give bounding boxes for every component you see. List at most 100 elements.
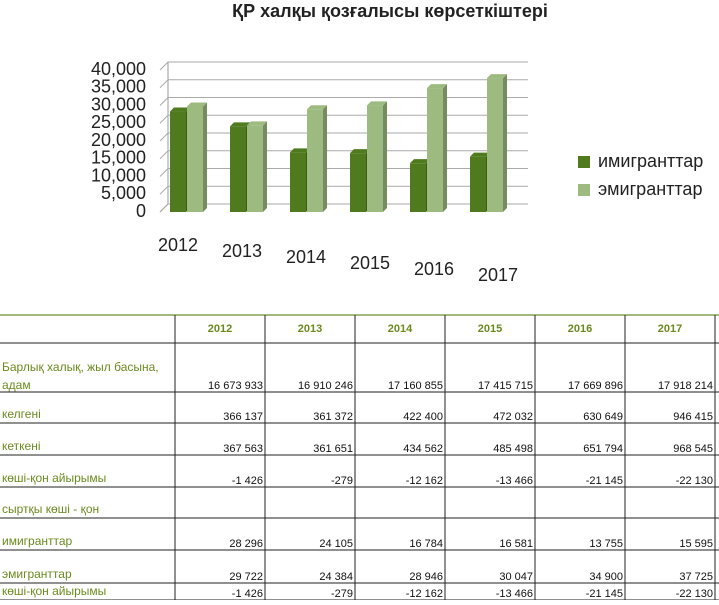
- table-cell: 485 498: [493, 443, 533, 455]
- bar-top: [247, 121, 267, 126]
- table-cell: 630 649: [583, 411, 623, 423]
- table-cell: -1 426: [232, 588, 263, 600]
- table-cell: -13 466: [496, 588, 533, 600]
- bar-top: [290, 148, 310, 153]
- table-cell: -22 130: [676, 588, 713, 600]
- x-tick-label: 2015: [350, 253, 390, 273]
- y-tick-label: 15,000: [91, 148, 146, 168]
- bar-top: [187, 102, 207, 107]
- table-cell: 24 384: [319, 571, 353, 583]
- x-tick-label: 2017: [478, 265, 518, 285]
- table-header: 2014: [388, 323, 413, 335]
- bar-top: [170, 107, 190, 112]
- bar-top: [427, 84, 447, 89]
- table-cell: 16 581: [499, 538, 533, 550]
- table-cell: -279: [331, 588, 353, 600]
- bar-top: [410, 159, 430, 164]
- bar: [307, 109, 323, 212]
- row-label: сыртқы көші - қон: [2, 502, 99, 516]
- table-cell: 24 105: [319, 538, 353, 550]
- x-tick-label: 2016: [414, 259, 454, 279]
- x-tick-label: 2014: [286, 247, 326, 267]
- bar-side: [443, 84, 447, 212]
- table-cell: 472 032: [493, 411, 533, 423]
- chart-title: ҚР халқы қозғалысы көрсеткіштері: [232, 1, 548, 21]
- table-cell: -22 130: [676, 475, 713, 487]
- bar: [470, 156, 486, 212]
- table-cell: -12 162: [406, 588, 443, 600]
- table-cell: 28 946: [409, 571, 443, 583]
- bar-side: [503, 74, 507, 212]
- row-label: эмигранттар: [2, 567, 72, 581]
- bar: [187, 106, 203, 212]
- grid-line: [159, 185, 528, 195]
- grid-line: [159, 132, 528, 142]
- row-label: имигранттар: [2, 534, 73, 548]
- x-tick-label: 2012: [158, 235, 198, 255]
- table-cell: -21 145: [586, 588, 623, 600]
- legend-label: имигранттар: [598, 151, 703, 171]
- table-header: 2012: [208, 323, 232, 335]
- row-label: кеткені: [2, 439, 41, 453]
- y-tick-label: 5,000: [101, 183, 146, 203]
- bar-top: [487, 74, 507, 79]
- table-cell: 17 669 896: [568, 380, 623, 392]
- bar: [487, 78, 503, 212]
- bar-top: [367, 101, 387, 106]
- table-header: 2015: [478, 323, 502, 335]
- table-cell: -12 162: [406, 475, 443, 487]
- bar-side: [323, 105, 327, 212]
- table-cell: 13 755: [589, 538, 623, 550]
- grid-line: [159, 97, 528, 106]
- legend-label: эмигранттар: [598, 179, 702, 199]
- y-tick-label: 30,000: [91, 94, 146, 114]
- bar: [247, 125, 263, 212]
- x-tick-label: 2013: [222, 241, 262, 261]
- bar: [350, 153, 366, 212]
- bar: [427, 88, 443, 212]
- bar-top: [230, 122, 250, 127]
- y-tick-label: 20,000: [91, 130, 146, 150]
- legend-swatch: [578, 184, 590, 196]
- bar: [290, 152, 306, 212]
- table-cell: 651 794: [583, 443, 623, 455]
- row-label: Барлық халық, жыл басына, адам: [2, 360, 159, 392]
- table-header: 2016: [568, 323, 592, 335]
- table-cell: 366 137: [223, 411, 263, 423]
- table-cell: 422 400: [403, 411, 443, 423]
- bar-top: [470, 152, 490, 157]
- table-cell: 17 918 214: [658, 380, 713, 392]
- bar-top: [307, 105, 327, 110]
- table-cell: 946 415: [673, 411, 713, 423]
- bar-side: [383, 101, 387, 212]
- grid-line: [159, 150, 528, 160]
- row-label: көші-қон айырымы: [2, 584, 106, 598]
- bar: [170, 111, 186, 212]
- table-cell: 17 415 715: [478, 380, 533, 392]
- table-cell: 34 900: [589, 571, 623, 583]
- bar-side: [203, 102, 207, 212]
- row-label: көші-қон айырымы: [2, 471, 106, 485]
- grid-line: [159, 168, 528, 177]
- table-cell: -279: [331, 475, 353, 487]
- table-cell: 434 562: [403, 443, 443, 455]
- y-tick-label: 25,000: [91, 112, 146, 132]
- table-cell: 15 595: [679, 538, 713, 550]
- bar: [230, 126, 246, 212]
- y-tick-label: 40,000: [91, 59, 146, 79]
- grid-line: [159, 61, 528, 71]
- y-tick-label: 0: [136, 201, 146, 221]
- row-label: келгені: [2, 407, 41, 421]
- table-cell: 28 296: [229, 538, 263, 550]
- table-cell: 361 372: [313, 411, 353, 423]
- table-cell: -21 145: [586, 475, 623, 487]
- table-cell: 361 651: [313, 443, 353, 455]
- y-tick-label: 10,000: [91, 165, 146, 185]
- bar: [367, 105, 383, 212]
- bar: [410, 163, 426, 212]
- grid-line: [159, 203, 528, 213]
- bar-side: [263, 121, 267, 212]
- table-header: 2017: [658, 323, 682, 335]
